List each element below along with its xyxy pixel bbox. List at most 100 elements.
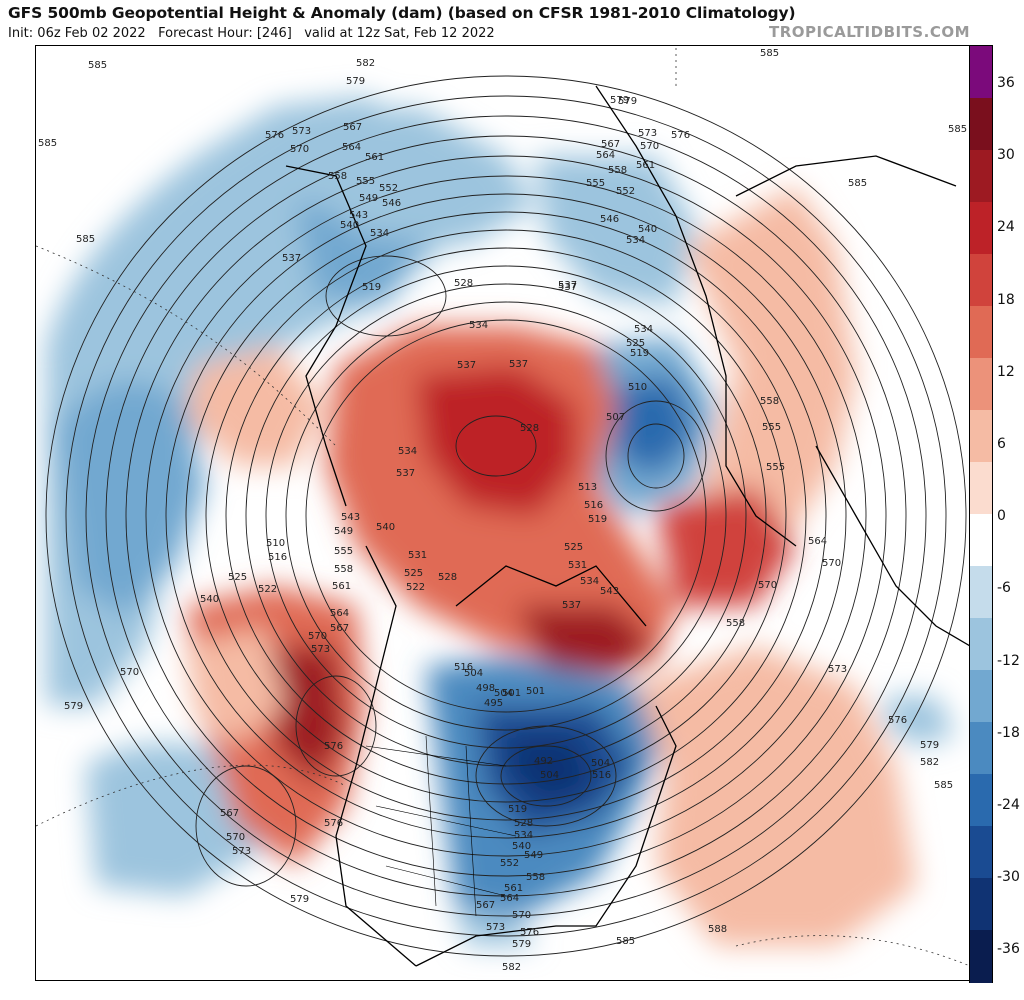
contour-label: 525 bbox=[228, 572, 247, 583]
contour-label: 537 bbox=[558, 280, 577, 291]
contour-label: 510 bbox=[266, 538, 285, 549]
contour-label: 570 bbox=[290, 144, 309, 155]
contour-label: 573 bbox=[486, 922, 505, 933]
contour-label: 540 bbox=[512, 841, 531, 852]
contour-label: 495 bbox=[484, 698, 503, 709]
init-time: Init: 06z Feb 02 2022 bbox=[8, 26, 146, 41]
contour-label: 582 bbox=[920, 757, 939, 768]
contour-label: 570 bbox=[758, 580, 777, 591]
contour-label: 573 bbox=[292, 126, 311, 137]
contour-label: 534 bbox=[469, 320, 488, 331]
contour-label: 537 bbox=[282, 253, 301, 264]
colorbar-tick-label: -18 bbox=[997, 724, 1020, 741]
contour-label: 504 bbox=[494, 688, 513, 699]
contour-label: 570 bbox=[308, 631, 327, 642]
colorbar-segment bbox=[970, 930, 992, 983]
contour-label: 528 bbox=[454, 278, 473, 289]
contour-label: 573 bbox=[828, 664, 847, 675]
contour-label: 585 bbox=[76, 234, 95, 245]
colorbar-tick-label: 6 bbox=[997, 436, 1006, 452]
latitude-lines bbox=[36, 46, 970, 967]
contour-label: 534 bbox=[370, 228, 389, 239]
contour-label: 555 bbox=[356, 176, 375, 187]
colorbar-segment bbox=[970, 826, 992, 879]
colorbar-segment bbox=[970, 722, 992, 775]
contour-label: 522 bbox=[406, 582, 425, 593]
contour-label: 579 bbox=[346, 76, 365, 87]
contour-label: 585 bbox=[616, 936, 635, 947]
contour-label: 564 bbox=[500, 893, 519, 904]
contour-label: 585 bbox=[848, 178, 867, 189]
colorbar-tick-label: -36 bbox=[997, 941, 1020, 958]
contour-label: 579 bbox=[920, 740, 939, 751]
contour-label: 579 bbox=[618, 96, 637, 107]
contour-label: 558 bbox=[328, 171, 347, 182]
contour-label: 570 bbox=[640, 141, 659, 152]
anomaly-shading bbox=[46, 96, 956, 946]
contour-label: 576 bbox=[520, 927, 539, 938]
contour-label: 498 bbox=[476, 683, 495, 694]
contour-label: 582 bbox=[502, 962, 521, 973]
contour-label: 576 bbox=[324, 741, 343, 752]
hemisphere-map: 585 585 582 579 579 576 576 573 570 567 … bbox=[35, 45, 971, 981]
contour-label: 540 bbox=[376, 522, 395, 533]
contour-label: 537 bbox=[562, 600, 581, 611]
colorbar-tick-label: 12 bbox=[997, 363, 1015, 380]
contour-label: 579 bbox=[64, 701, 83, 712]
contour-label: 585 bbox=[934, 780, 953, 791]
contour-label: 528 bbox=[520, 423, 539, 434]
contour-label: 528 bbox=[514, 818, 533, 829]
contour-label: 567 bbox=[220, 808, 239, 819]
contour-label: 501 bbox=[502, 688, 521, 699]
contour-label: 534 bbox=[626, 235, 645, 246]
colorbar-segment bbox=[970, 670, 992, 723]
contour-label: 558 bbox=[526, 872, 545, 883]
contour-label: 507 bbox=[606, 412, 625, 423]
contour-label: 564 bbox=[342, 142, 361, 153]
source-watermark: TROPICALTIDBITS.COM bbox=[769, 23, 970, 41]
contour-label: 585 bbox=[948, 124, 967, 135]
colorbar-segment bbox=[970, 98, 992, 151]
contour-label: 540 bbox=[638, 224, 657, 235]
contour-label: 588 bbox=[708, 924, 727, 935]
contour-label: 552 bbox=[500, 858, 519, 869]
contour-label: 540 bbox=[200, 594, 219, 605]
colorbar-segment bbox=[970, 358, 992, 411]
contour-label: 585 bbox=[38, 138, 57, 149]
contour-label: 504 bbox=[591, 758, 610, 769]
anomaly-colorbar bbox=[969, 45, 993, 983]
coastlines bbox=[285, 85, 970, 967]
contour-label: 516 bbox=[454, 662, 473, 673]
contour-label: 585 bbox=[760, 48, 779, 59]
contour-label: 576 bbox=[265, 130, 284, 141]
colorbar-segment bbox=[970, 462, 992, 515]
contour-label: 561 bbox=[365, 152, 384, 163]
contour-label: 579 bbox=[290, 894, 309, 905]
contour-label: 558 bbox=[726, 618, 745, 629]
colorbar-tick-label: -12 bbox=[997, 652, 1020, 669]
contour-label: 570 bbox=[226, 832, 245, 843]
contour-label: 531 bbox=[568, 560, 587, 571]
colorbar-segment bbox=[970, 618, 992, 671]
contour-label: 546 bbox=[382, 198, 401, 209]
valid-time: valid at 12z Sat, Feb 12 2022 bbox=[304, 26, 495, 41]
colorbar-segment bbox=[970, 306, 992, 359]
contour-label: 567 bbox=[343, 122, 362, 133]
contour-label: 504 bbox=[540, 770, 559, 781]
contour-label: 537 bbox=[509, 359, 528, 370]
contour-label: 561 bbox=[504, 883, 523, 894]
contour-label: 537 bbox=[396, 468, 415, 479]
contour-label: 564 bbox=[330, 608, 349, 619]
contour-label: 555 bbox=[762, 422, 781, 433]
contour-label: 546 bbox=[600, 214, 619, 225]
contour-label: 528 bbox=[438, 572, 457, 583]
map-svg: 585 585 582 579 579 576 576 573 570 567 … bbox=[36, 46, 970, 973]
contour-label: 534 bbox=[514, 830, 533, 841]
contour-label: 555 bbox=[334, 546, 353, 557]
contour-label: 555 bbox=[586, 178, 605, 189]
contour-label: 567 bbox=[330, 623, 349, 634]
contour-label: 504 bbox=[464, 668, 483, 679]
contour-label: 549 bbox=[524, 850, 543, 861]
contour-labels: 585 585 582 579 579 576 576 573 570 567 … bbox=[38, 48, 967, 973]
contour-label: 534 bbox=[398, 446, 417, 457]
